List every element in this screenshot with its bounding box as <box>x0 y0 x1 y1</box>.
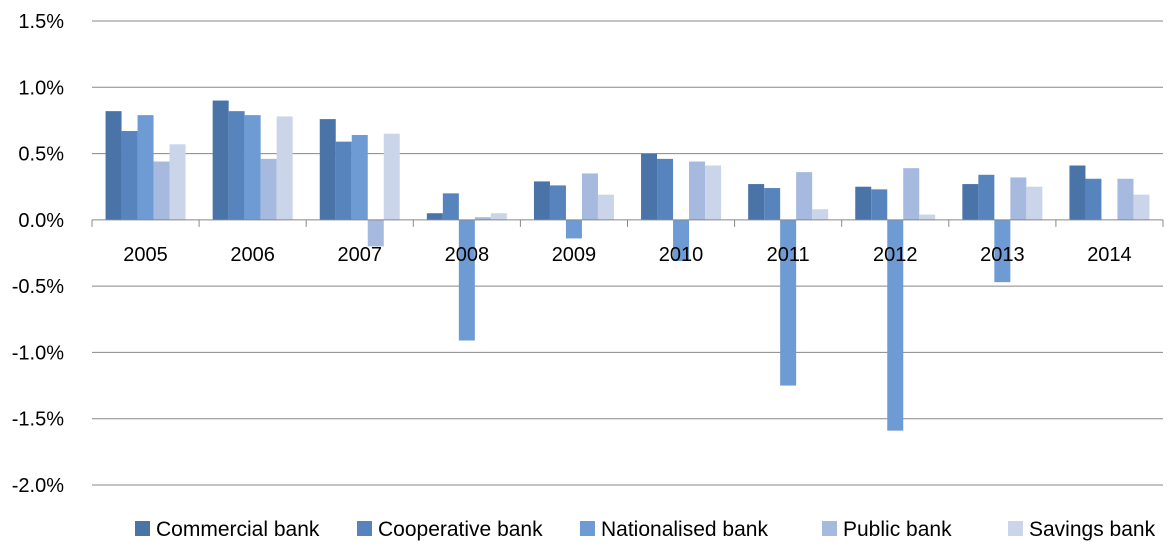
bar <box>319 119 336 220</box>
legend: Commercial bank Cooperative bank Nationali… <box>135 518 1156 541</box>
x-tick-label: 2011 <box>767 244 810 266</box>
bar <box>1026 186 1043 220</box>
bar <box>1085 178 1102 220</box>
bar <box>121 131 138 220</box>
legend-swatch <box>135 521 150 536</box>
legend-label: Savings bank <box>1029 518 1156 541</box>
x-tick-label: 2008 <box>445 244 490 266</box>
bar <box>244 115 261 220</box>
bar <box>533 181 550 220</box>
bars <box>105 100 1150 431</box>
bar <box>705 165 722 220</box>
bar <box>153 161 170 220</box>
x-tick-label: 2009 <box>552 244 597 266</box>
bar <box>597 194 614 220</box>
bar <box>903 168 920 220</box>
bar <box>442 193 459 220</box>
x-tick-label: 2010 <box>659 244 704 266</box>
bar <box>748 184 765 220</box>
bar <box>260 158 277 220</box>
bar <box>962 184 979 220</box>
bar <box>855 186 872 220</box>
bar <box>581 173 598 220</box>
bar <box>673 219 690 261</box>
bar <box>780 219 797 386</box>
y-tick-label: 0.5% <box>18 144 64 166</box>
y-tick-label: 1.5% <box>18 11 64 33</box>
bar <box>657 158 674 220</box>
x-tick-label: 2005 <box>123 244 168 266</box>
bar <box>1069 165 1086 220</box>
y-axis-tick-labels: 1.5% 1.0% 0.5% 0.0% -0.5% -1.0% -1.5% -2.0% <box>12 11 64 497</box>
bar <box>105 111 122 220</box>
legend-swatch <box>580 521 595 536</box>
legend-swatch <box>822 521 837 536</box>
bar <box>351 135 368 220</box>
bar <box>367 219 384 247</box>
gridlines <box>92 20 1163 486</box>
bar <box>1010 177 1027 220</box>
bar <box>689 161 706 220</box>
x-tick-label: 2012 <box>873 244 918 266</box>
bar <box>871 189 888 220</box>
x-tick-label: 2006 <box>230 244 275 266</box>
x-tick-label: 2013 <box>980 244 1025 266</box>
y-tick-label: -1.5% <box>12 409 64 431</box>
bar <box>796 172 813 220</box>
y-tick-label: -2.0% <box>12 475 64 497</box>
bar <box>812 209 829 220</box>
bar <box>641 153 658 220</box>
legend-label: Commercial bank <box>156 518 320 541</box>
bar <box>458 219 475 341</box>
bar <box>978 174 995 220</box>
bar <box>212 100 229 220</box>
bar <box>1133 194 1150 220</box>
y-tick-label: 1.0% <box>18 77 64 99</box>
y-tick-label: 0.0% <box>18 210 64 232</box>
bar <box>490 213 507 220</box>
bar <box>474 217 491 220</box>
x-tick-label: 2007 <box>338 244 383 266</box>
legend-label: Nationalised bank <box>601 518 768 541</box>
y-tick-label: -1.0% <box>12 342 64 364</box>
bar <box>169 144 186 220</box>
bar <box>994 219 1011 283</box>
bar <box>137 115 154 220</box>
bar <box>764 188 781 220</box>
bar <box>887 219 904 431</box>
x-axis <box>91 219 1164 227</box>
bar <box>549 185 566 220</box>
x-tick-label: 2014 <box>1087 244 1132 266</box>
legend-label: Public bank <box>843 518 952 541</box>
bar <box>383 133 400 220</box>
y-tick-label: -0.5% <box>12 276 64 298</box>
x-axis-tick-labels: 2005 2006 2007 2008 2009 2010 2011 2012 2013 2014 <box>123 244 1131 266</box>
legend-swatch <box>357 521 372 536</box>
bar <box>276 116 293 220</box>
bar <box>1117 178 1134 220</box>
bar <box>565 219 582 239</box>
legend-label: Cooperative bank <box>378 518 543 541</box>
bar <box>919 214 936 220</box>
bar <box>335 141 352 220</box>
legend-swatch <box>1008 521 1023 536</box>
bar <box>426 213 443 220</box>
bar <box>228 111 245 220</box>
